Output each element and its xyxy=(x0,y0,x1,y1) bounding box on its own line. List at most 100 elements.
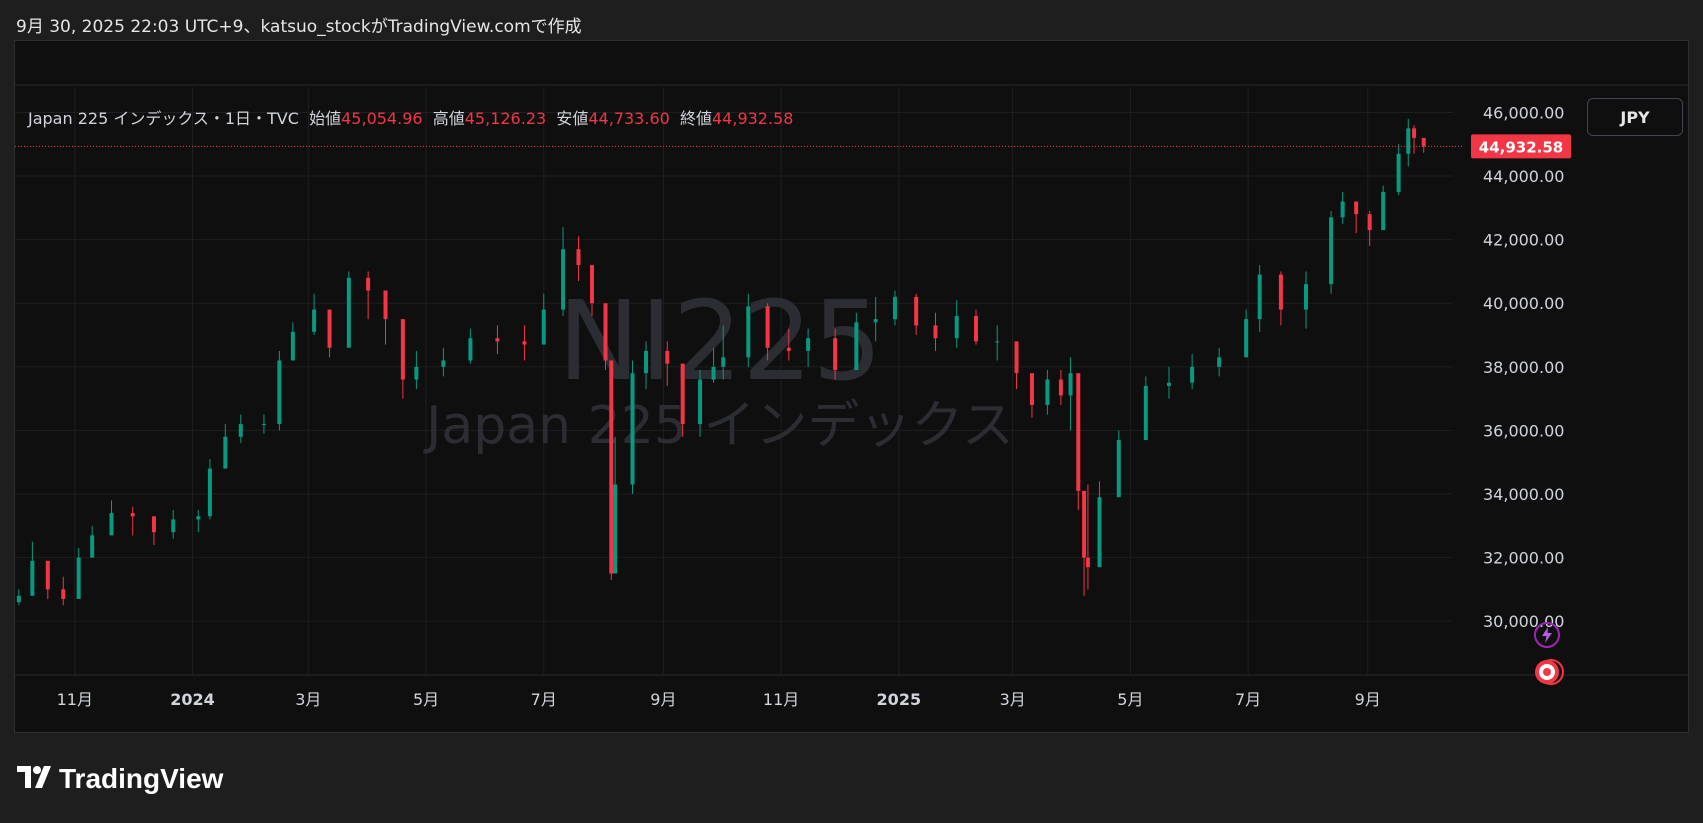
candle-body xyxy=(414,366,419,380)
candle-body xyxy=(261,424,266,426)
candle-body xyxy=(833,338,838,370)
candle-body xyxy=(238,424,243,437)
x-tick-label: 3月 xyxy=(1000,690,1026,709)
candle-body xyxy=(1014,341,1019,374)
candle-body xyxy=(1029,373,1034,405)
x-tick-label: 9月 xyxy=(1355,690,1381,709)
candle-body xyxy=(873,319,878,323)
candle-body xyxy=(1116,439,1121,498)
close-value: 44,932.58 xyxy=(712,109,794,128)
candle-body xyxy=(630,373,635,485)
candle-body xyxy=(109,513,114,536)
candle-body xyxy=(171,519,176,533)
x-tick-label: 2024 xyxy=(170,690,215,709)
record-icon[interactable] xyxy=(1532,657,1566,687)
candle-body xyxy=(383,290,388,320)
currency-button[interactable]: JPY xyxy=(1587,98,1683,136)
x-tick-label: 3月 xyxy=(295,690,321,709)
low-value: 44,733.60 xyxy=(588,109,670,128)
candle-body xyxy=(1303,284,1308,310)
candle-body xyxy=(1143,385,1148,440)
candle-body xyxy=(665,350,670,364)
x-tick-label: 7月 xyxy=(531,690,557,709)
candle-body xyxy=(698,379,703,425)
candle-body xyxy=(786,347,791,351)
candle-body xyxy=(609,360,614,574)
candle-body xyxy=(223,436,228,469)
lightning-icon[interactable] xyxy=(1533,621,1561,649)
y-tick-label: 38,000.00 xyxy=(1483,358,1564,377)
candle-body xyxy=(522,341,527,345)
candle-body xyxy=(892,296,897,320)
candle-body xyxy=(1097,497,1102,568)
candle-body xyxy=(711,366,716,380)
candle-body xyxy=(312,309,317,332)
candle-body xyxy=(576,249,581,266)
candle-body xyxy=(290,331,295,361)
candle-body xyxy=(1257,274,1262,320)
candle-body xyxy=(1085,557,1090,568)
candle-body xyxy=(561,249,566,310)
candle-body xyxy=(1354,201,1359,215)
tradingview-logo: TradingView xyxy=(17,763,224,794)
candle-body xyxy=(1406,128,1411,154)
candle-body xyxy=(1396,153,1401,192)
candle-body xyxy=(366,277,371,291)
open-value: 45,054.96 xyxy=(341,109,423,128)
candle-body xyxy=(1190,366,1195,383)
candle-body xyxy=(400,319,405,380)
x-tick-label: 5月 xyxy=(413,690,439,709)
candle-body xyxy=(541,309,546,345)
candle-body xyxy=(974,315,979,342)
candle-body xyxy=(45,560,50,590)
low-label: 安値 xyxy=(556,109,589,128)
candle-body xyxy=(468,338,473,361)
y-tick-label: 42,000.00 xyxy=(1483,231,1564,250)
y-tick-label: 44,000.00 xyxy=(1483,167,1564,186)
close-label: 終値 xyxy=(679,109,712,128)
candle-body xyxy=(1076,373,1081,491)
y-tick-label: 40,000.00 xyxy=(1483,294,1564,313)
candle-body xyxy=(207,468,212,517)
candle-body xyxy=(76,557,81,599)
candle-body xyxy=(1278,274,1283,310)
candle-body xyxy=(30,560,35,596)
candle-body xyxy=(1058,379,1063,396)
candle-body xyxy=(151,516,156,533)
y-tick-label: 36,000.00 xyxy=(1483,421,1564,440)
candle-body xyxy=(441,360,446,367)
candle-body xyxy=(954,315,959,339)
candle-body xyxy=(613,484,618,574)
price-chart[interactable]: 30,000.00 32,000.00 34,000.00 36,000.00 38,0… xyxy=(15,41,1689,733)
candle-body xyxy=(746,306,751,358)
y-tick-label: 30,000.00 xyxy=(1483,612,1564,631)
chart-panel[interactable]: 30,000.00 32,000.00 34,000.00 36,000.00 38,0… xyxy=(14,40,1689,733)
candle-body xyxy=(589,265,594,304)
x-tick-label: 5月 xyxy=(1117,690,1143,709)
candle-body xyxy=(1329,217,1334,285)
high-value: 45,126.23 xyxy=(464,109,547,128)
x-tick-label: 2025 xyxy=(877,690,922,709)
candle-body xyxy=(346,277,351,348)
candle-body xyxy=(1082,490,1087,558)
candle-body xyxy=(721,357,726,367)
candle-body xyxy=(61,589,66,599)
candle-body xyxy=(327,309,332,348)
last-price-label: 44,932.58 xyxy=(1479,138,1563,156)
candle-body xyxy=(765,306,770,348)
x-tick-label: 7月 xyxy=(1235,690,1261,709)
candle-body xyxy=(90,535,95,558)
logo-text: TradingView xyxy=(59,763,224,794)
candle-body xyxy=(16,595,21,603)
symbol-label: Japan 225 インデックス・1日・TVC xyxy=(28,109,299,128)
y-tick-label: 32,000.00 xyxy=(1483,549,1564,568)
candle-body xyxy=(196,516,201,520)
candle-body xyxy=(1166,382,1171,386)
candle-body xyxy=(644,350,649,374)
candle-body xyxy=(933,325,938,339)
ohlc-legend: Japan 225 インデックス・1日・TVC 始値45,054.96 高値45… xyxy=(28,105,793,129)
high-label: 高値 xyxy=(432,109,465,128)
open-label: 始値 xyxy=(309,109,342,128)
candle-body xyxy=(130,513,135,517)
candle-body xyxy=(854,322,859,370)
